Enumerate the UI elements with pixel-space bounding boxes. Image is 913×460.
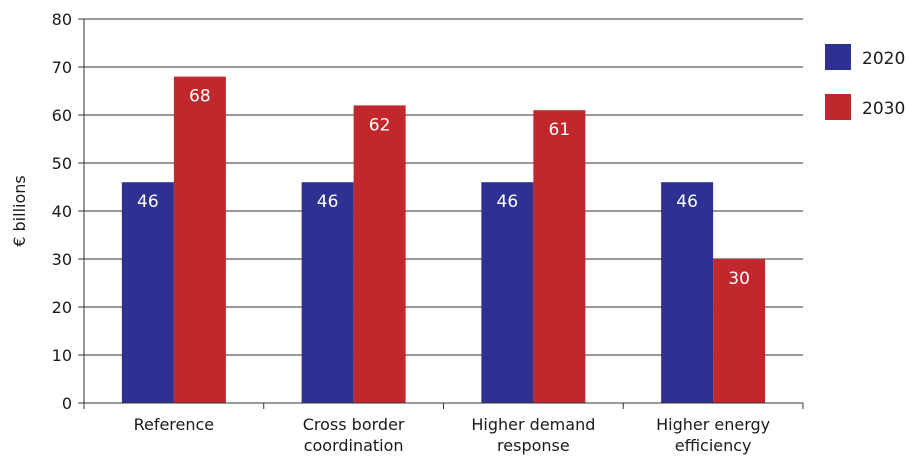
x-category-label: coordination	[304, 436, 404, 455]
x-category-label: Reference	[134, 415, 215, 434]
y-tick-label: 70	[52, 58, 72, 77]
bar-2020-2	[301, 182, 354, 403]
x-category-label: response	[497, 436, 570, 455]
bar-2020-4	[661, 182, 714, 403]
data-label: 61	[549, 120, 571, 140]
data-label: 68	[189, 87, 211, 107]
data-label: 62	[369, 115, 391, 135]
y-tick-label: 30	[52, 250, 72, 269]
y-tick-label: 80	[52, 10, 72, 29]
x-category-label: Cross border	[303, 415, 405, 434]
x-category-labels: Reference Cross border coordination Higher …	[134, 415, 771, 455]
bar-2030-1	[173, 76, 226, 403]
y-tick-label: 40	[52, 202, 72, 221]
x-category-label: Higher demand	[471, 415, 595, 434]
y-tick-label: 10	[52, 346, 72, 365]
data-label: 30	[728, 269, 750, 289]
data-label: 46	[317, 192, 339, 212]
y-tick-label: 20	[52, 298, 72, 317]
y-tick-labels: 0 10 20 30 40 50 60 70 80	[52, 10, 72, 413]
y-axis-label: € billions	[10, 175, 29, 246]
legend-swatch-2030	[825, 94, 851, 120]
data-label: 46	[137, 192, 159, 212]
data-label: 46	[497, 192, 519, 212]
x-category-label: Higher energy	[656, 415, 770, 434]
bar-2020-3	[481, 182, 534, 403]
data-label: 46	[676, 192, 698, 212]
bar-2030-4	[713, 259, 766, 403]
legend-label-2030: 2030	[862, 99, 905, 119]
axes	[83, 19, 804, 409]
y-tick-label: 50	[52, 154, 72, 173]
legend-swatch-2020	[825, 44, 851, 70]
y-tick-label: 60	[52, 106, 72, 125]
data-labels: 46 68 46 62 46 61 46 30	[137, 87, 750, 289]
bars	[121, 76, 766, 404]
x-category-label: efficiency	[675, 436, 752, 455]
bar-2030-3	[533, 110, 586, 403]
y-tick-label: 0	[62, 394, 72, 413]
bar-2020-1	[121, 182, 174, 403]
bar-2030-2	[353, 105, 406, 404]
legend: 2020 2030	[825, 44, 905, 120]
legend-label-2020: 2020	[862, 49, 905, 69]
